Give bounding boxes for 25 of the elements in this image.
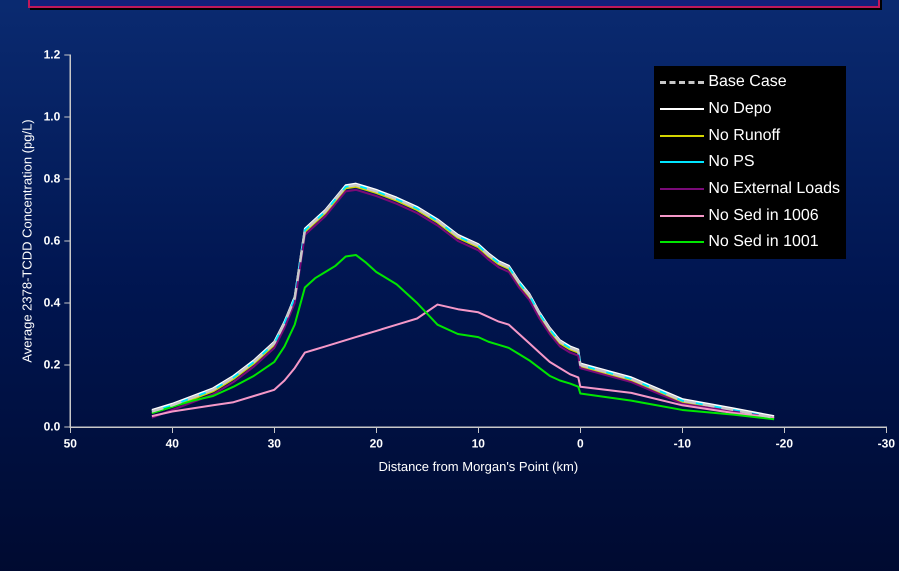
legend-label: No External Loads — [708, 180, 840, 198]
x-tick-label: -20 — [776, 436, 794, 451]
legend-label: No Depo — [708, 100, 772, 118]
legend-label: No Sed in 1006 — [708, 206, 819, 225]
x-tick-label: 10 — [472, 436, 486, 451]
x-tick-label: 20 — [370, 436, 384, 451]
y-axis-title: Average 2378-TCDD Concentration (pg/L) — [19, 119, 34, 363]
y-tick-label: 0.0 — [44, 419, 61, 434]
y-tick-label: 1.0 — [44, 109, 61, 124]
y-tick-label: 0.2 — [44, 357, 61, 372]
legend-label: Base Case — [708, 73, 787, 92]
y-tick-label: 1.2 — [44, 47, 61, 62]
y-tick-label: 0.4 — [44, 295, 61, 310]
x-tick-label: 0 — [576, 436, 584, 451]
legend-label: No Runoff — [708, 126, 780, 145]
y-tick-label: 0.6 — [44, 233, 61, 248]
x-tick-label: 50 — [64, 436, 78, 451]
x-tick-label: -30 — [878, 436, 896, 451]
x-tick-label: 30 — [268, 436, 282, 451]
x-tick-label: 40 — [166, 436, 180, 451]
legend-label: No PS — [708, 153, 755, 172]
x-tick-label: -10 — [674, 436, 692, 451]
legend-label: No Sed in 1001 — [708, 233, 819, 252]
y-tick-label: 0.8 — [44, 171, 61, 186]
x-axis-title: Distance from Morgan's Point (km) — [378, 458, 578, 474]
